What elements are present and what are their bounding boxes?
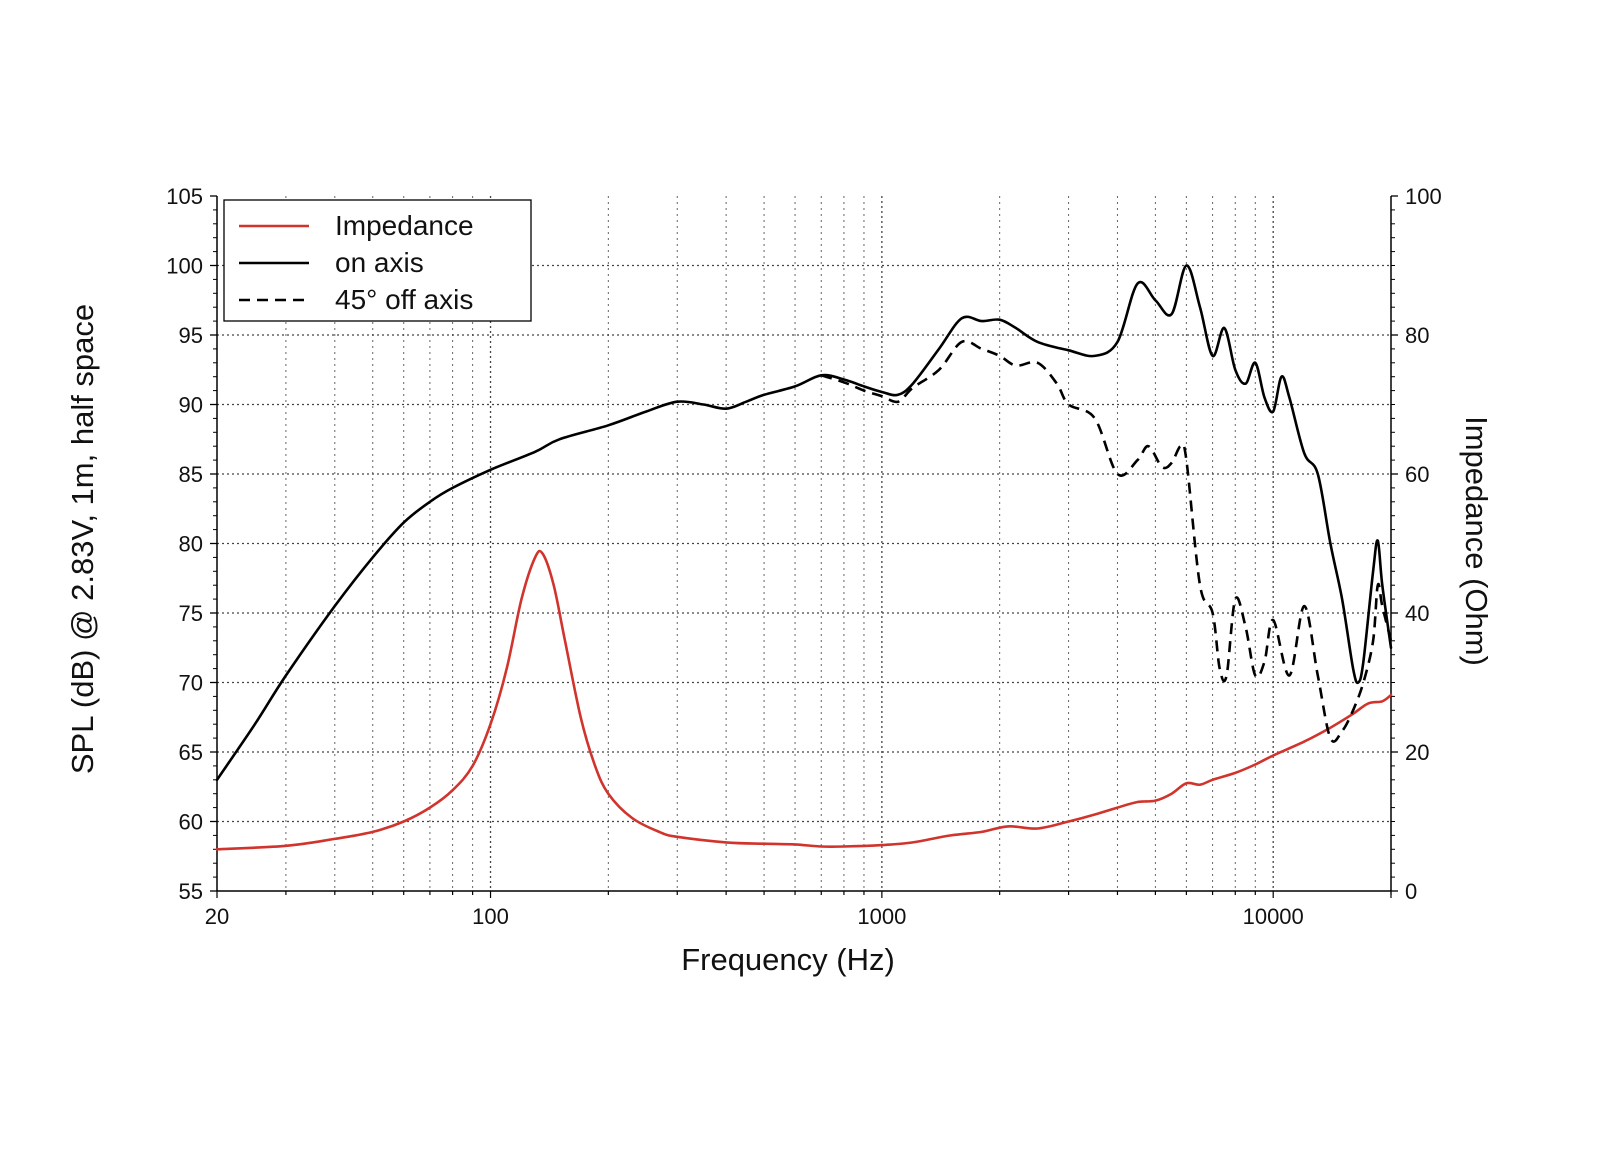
axes (210, 195, 1398, 898)
series-impedance-line (215, 549, 1393, 851)
y2-tick-label: 100 (1405, 184, 1442, 209)
series-on-axis-line (215, 264, 1393, 782)
y-tick-label: 55 (179, 879, 203, 904)
y-tick-label: 85 (179, 462, 203, 487)
x-tick-label: 10000 (1243, 904, 1304, 929)
y2-tick-label: 80 (1405, 323, 1429, 348)
series-lines (215, 264, 1393, 851)
y-tick-label: 70 (179, 671, 203, 696)
x-axis-title: Frequency (Hz) (681, 942, 895, 977)
series-off-axis-line (820, 339, 1393, 743)
y-tick-label: 65 (179, 740, 203, 765)
y-tick-label: 105 (166, 184, 203, 209)
y-tick-label: 80 (179, 532, 203, 557)
tick-labels: 55 60 65 70 75 80 85 90 95 100 105 0 20 40 60 80 100 20 10… (166, 184, 1441, 929)
y2-axis-title: Impedance (Ohm) (1459, 416, 1494, 666)
x-tick-label: 1000 (857, 904, 906, 929)
x-tick-label: 20 (205, 904, 229, 929)
y2-tick-label: 0 (1405, 879, 1417, 904)
grid-lines (217, 196, 1391, 891)
y2-tick-label: 20 (1405, 740, 1429, 765)
legend-label-impedance: Impedance (335, 210, 474, 241)
y-tick-label: 60 (179, 810, 203, 835)
y-tick-label: 90 (179, 393, 203, 418)
y-axis-title: SPL (dB) @ 2.83V, 1m, half space (65, 304, 100, 774)
y-tick-label: 95 (179, 323, 203, 348)
legend: Impedance on axis 45° off axis (223, 199, 532, 322)
legend-label-off-axis: 45° off axis (335, 284, 473, 315)
y-tick-label: 100 (166, 254, 203, 279)
x-tick-label: 100 (472, 904, 509, 929)
y2-tick-label: 40 (1405, 601, 1429, 626)
legend-label-on-axis: on axis (335, 247, 424, 278)
y-tick-label: 75 (179, 601, 203, 626)
y2-tick-label: 60 (1405, 462, 1429, 487)
